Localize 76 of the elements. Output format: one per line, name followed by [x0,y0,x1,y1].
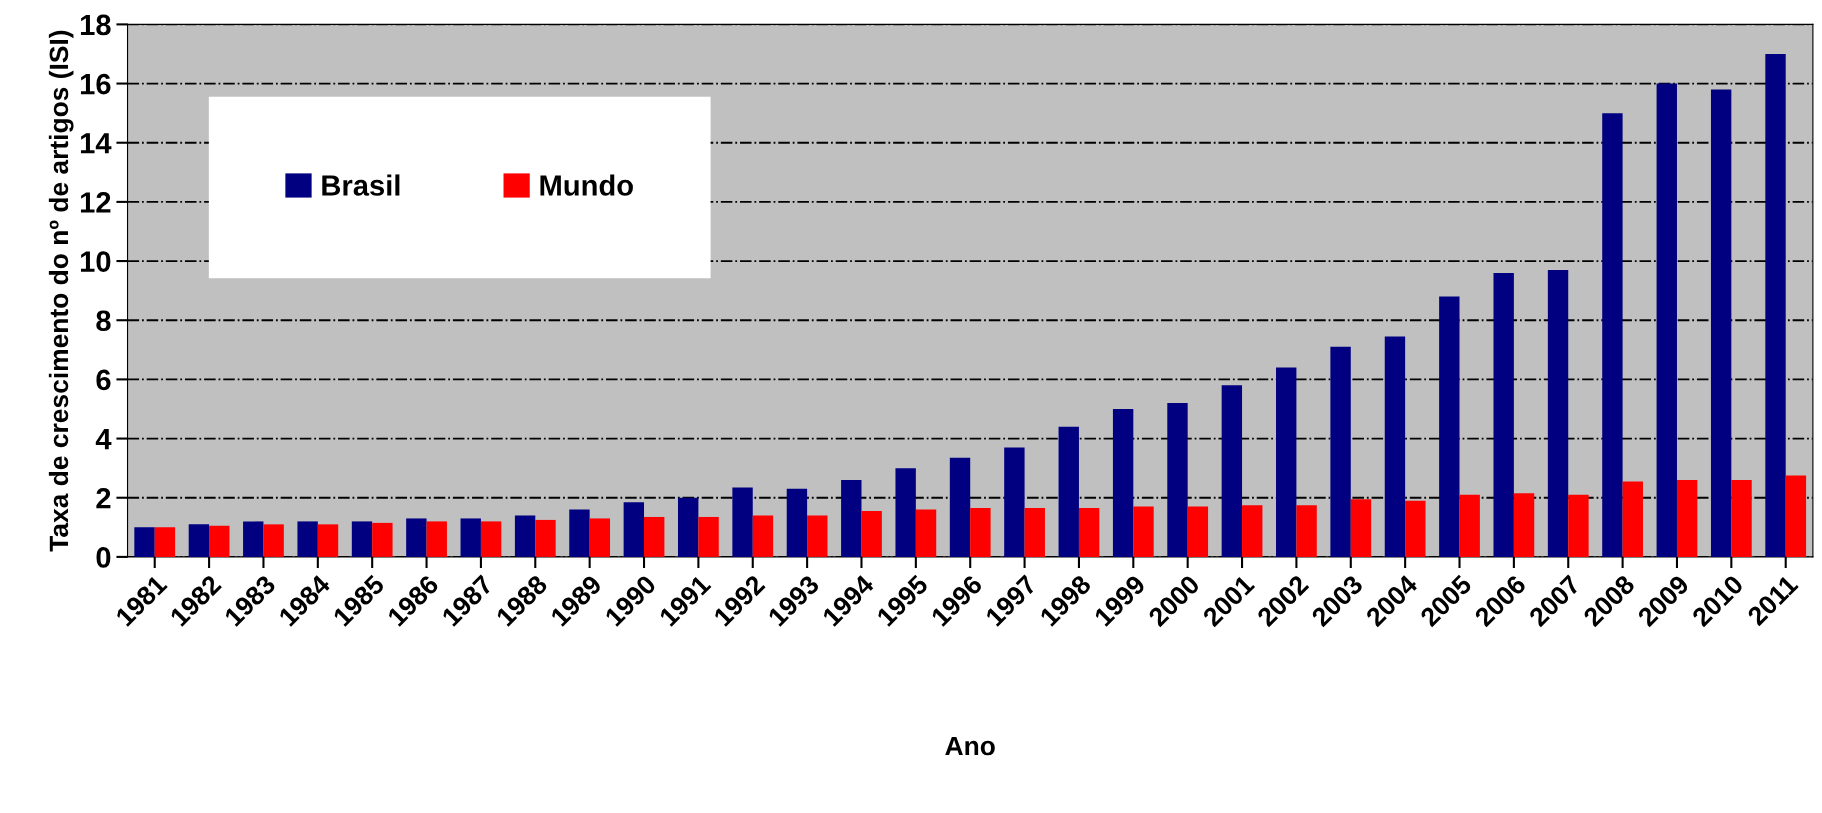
bar [1330,346,1351,557]
bar [297,521,318,557]
y-tick-label: 8 [96,310,111,332]
bar [209,525,230,557]
legend-label: Brasil [322,174,400,196]
bar [1078,508,1100,557]
bar [1384,336,1406,557]
bar [1024,508,1045,557]
bar [351,521,373,557]
bar [1656,83,1677,557]
bar [134,527,155,557]
bar [1622,481,1643,557]
bar [1276,367,1297,557]
bar [514,515,536,557]
bar [243,521,264,557]
bar [263,524,284,557]
bar [460,518,481,557]
bar [698,516,719,557]
bar [372,522,393,557]
bar [426,521,447,557]
bar [895,468,916,557]
x-axis-title: Ano [945,736,995,756]
bar [154,527,176,557]
bar [1058,426,1079,557]
bar [1133,506,1154,557]
bar [480,521,502,557]
bar [188,524,210,557]
bar [678,497,699,557]
y-tick-label: 0 [96,547,111,568]
bar [807,515,828,557]
bar [1493,272,1514,557]
bar [1459,494,1480,557]
bar [1676,479,1698,557]
bar [1568,494,1589,557]
bar [406,518,427,557]
bar [1710,89,1732,557]
bar [1167,403,1188,557]
bar [1731,479,1752,557]
bar [1296,505,1317,557]
bar [752,515,774,557]
bar [623,502,645,557]
bar [535,519,556,557]
bar [1785,475,1807,557]
y-tick-label: 2 [96,487,111,509]
bar [732,487,753,557]
bar [1547,269,1569,557]
bar [949,457,971,557]
bar [970,508,991,557]
bar [644,516,665,557]
bar [861,511,882,557]
y-tick-label: 18 [80,14,111,36]
bar [1350,499,1372,557]
bar [317,524,339,557]
y-tick-label: 4 [95,429,112,450]
bar [1439,296,1460,557]
bar [1765,53,1786,557]
y-axis-title: Taxa de crescimento do nº de artigos (ISI) [48,30,74,552]
bar [1405,500,1426,557]
y-tick-label: 14 [80,133,112,154]
y-tick-label: 12 [80,192,111,213]
bar [1602,113,1623,557]
bar [915,509,937,557]
bar [569,509,590,557]
legend-label: Mundo [540,174,633,196]
y-tick-label: 6 [96,369,111,391]
bar [589,518,611,557]
bar [1004,447,1025,557]
bar [1242,505,1263,557]
y-tick-label: 10 [80,251,111,272]
y-tick-label: 16 [80,73,111,95]
bar [1513,493,1535,557]
bar [1112,408,1134,557]
bar [1221,385,1243,557]
bar [841,479,862,557]
bar [1187,506,1209,557]
bar [786,488,808,557]
